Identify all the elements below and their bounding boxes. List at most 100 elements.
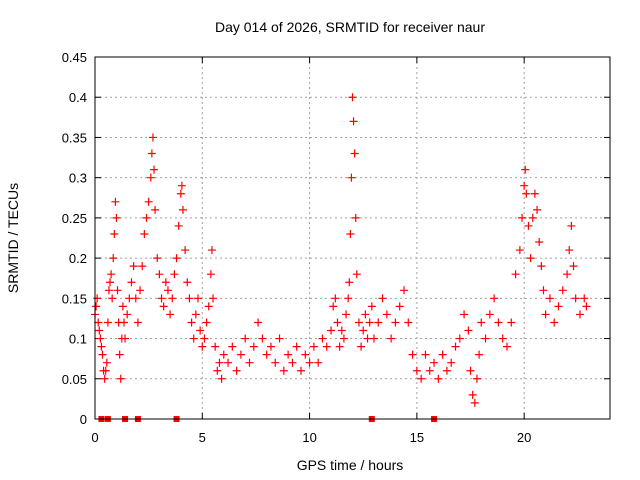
data-point bbox=[187, 318, 196, 327]
y-tick-label: 0 bbox=[80, 412, 87, 427]
data-point bbox=[297, 366, 305, 375]
data-point bbox=[344, 294, 353, 303]
data-point bbox=[213, 366, 222, 375]
data-point bbox=[382, 310, 391, 319]
data-point bbox=[109, 254, 118, 263]
data-point bbox=[177, 181, 186, 190]
data-point bbox=[558, 286, 567, 295]
data-point bbox=[200, 334, 209, 343]
data-point bbox=[170, 270, 179, 279]
data-point bbox=[245, 358, 254, 367]
data-point bbox=[464, 326, 473, 335]
data-point bbox=[430, 358, 439, 367]
data-point bbox=[301, 350, 310, 359]
data-point bbox=[136, 286, 145, 295]
data-point bbox=[314, 358, 323, 367]
data-point bbox=[354, 318, 363, 327]
data-point bbox=[92, 302, 101, 311]
y-axis-label: SRMTID / TECUs bbox=[5, 183, 21, 293]
data-point bbox=[582, 302, 591, 311]
data-point bbox=[528, 213, 537, 222]
data-point bbox=[258, 334, 267, 343]
data-point bbox=[400, 286, 408, 295]
data-point bbox=[196, 326, 205, 335]
data-point bbox=[412, 366, 421, 375]
data-point bbox=[442, 366, 451, 375]
data-point bbox=[206, 270, 215, 279]
data-point bbox=[347, 173, 356, 182]
data-point bbox=[526, 254, 535, 263]
data-point bbox=[421, 350, 430, 359]
data-point bbox=[425, 366, 434, 375]
data-point bbox=[408, 350, 417, 359]
data-point bbox=[241, 334, 250, 343]
data-point bbox=[140, 229, 149, 238]
data-point bbox=[395, 302, 404, 311]
data-point bbox=[477, 318, 486, 327]
data-point bbox=[387, 334, 396, 343]
data-point bbox=[322, 342, 331, 351]
data-point bbox=[524, 221, 533, 230]
data-point bbox=[115, 350, 124, 359]
data-point bbox=[333, 318, 342, 327]
data-point bbox=[166, 310, 175, 319]
data-point bbox=[481, 334, 490, 343]
data-point bbox=[155, 270, 164, 279]
data-point bbox=[279, 366, 288, 375]
data-point bbox=[318, 334, 327, 343]
data-point bbox=[110, 229, 119, 238]
data-point bbox=[533, 205, 542, 214]
data-point bbox=[351, 213, 360, 222]
chart-title: Day 014 of 2026, SRMTID for receiver nau… bbox=[215, 19, 485, 35]
y-tick-label: 0.4 bbox=[69, 90, 87, 105]
data-point bbox=[219, 350, 228, 359]
data-point bbox=[204, 302, 213, 311]
data-point bbox=[521, 165, 530, 174]
data-point bbox=[350, 149, 359, 158]
data-point bbox=[249, 342, 258, 351]
y-tick-label: 0.2 bbox=[69, 251, 87, 266]
data-point bbox=[121, 334, 130, 343]
data-point bbox=[451, 342, 460, 351]
data-point bbox=[284, 350, 293, 359]
data-point bbox=[108, 294, 117, 303]
data-point bbox=[434, 374, 443, 383]
data-point bbox=[361, 310, 370, 319]
data-point bbox=[309, 342, 318, 351]
data-point bbox=[153, 254, 162, 263]
data-point bbox=[374, 318, 383, 327]
data-point bbox=[494, 318, 503, 327]
data-point bbox=[185, 294, 194, 303]
data-point bbox=[148, 133, 157, 142]
data-point bbox=[262, 350, 271, 359]
data-point bbox=[104, 286, 113, 295]
y-axis-ticks: 0 0.05 0.1 0.15 0.2 0.25 0.3 0.35 0.4 0.45 bbox=[62, 50, 610, 427]
data-point bbox=[507, 318, 516, 327]
data-point bbox=[228, 342, 237, 351]
data-point bbox=[349, 117, 358, 126]
data-point bbox=[455, 334, 464, 343]
y-tick-label: 0.1 bbox=[69, 332, 87, 347]
data-point bbox=[352, 270, 361, 279]
data-point bbox=[236, 350, 245, 359]
data-point bbox=[468, 390, 477, 399]
data-point bbox=[565, 246, 574, 255]
data-point bbox=[118, 302, 127, 311]
data-point bbox=[191, 310, 200, 319]
data-point bbox=[567, 221, 576, 230]
x-tick-label: 5 bbox=[199, 430, 206, 445]
data-point bbox=[539, 286, 548, 295]
data-point bbox=[378, 294, 387, 303]
data-point bbox=[345, 278, 354, 287]
data-point bbox=[490, 294, 499, 303]
data-point bbox=[178, 205, 187, 214]
data-point bbox=[485, 310, 494, 319]
data-point bbox=[275, 334, 284, 343]
data-point bbox=[541, 310, 550, 319]
data-point bbox=[202, 318, 211, 327]
data-point bbox=[359, 326, 368, 335]
data-point bbox=[522, 189, 531, 198]
data-point bbox=[266, 342, 275, 351]
data-point bbox=[470, 398, 479, 407]
